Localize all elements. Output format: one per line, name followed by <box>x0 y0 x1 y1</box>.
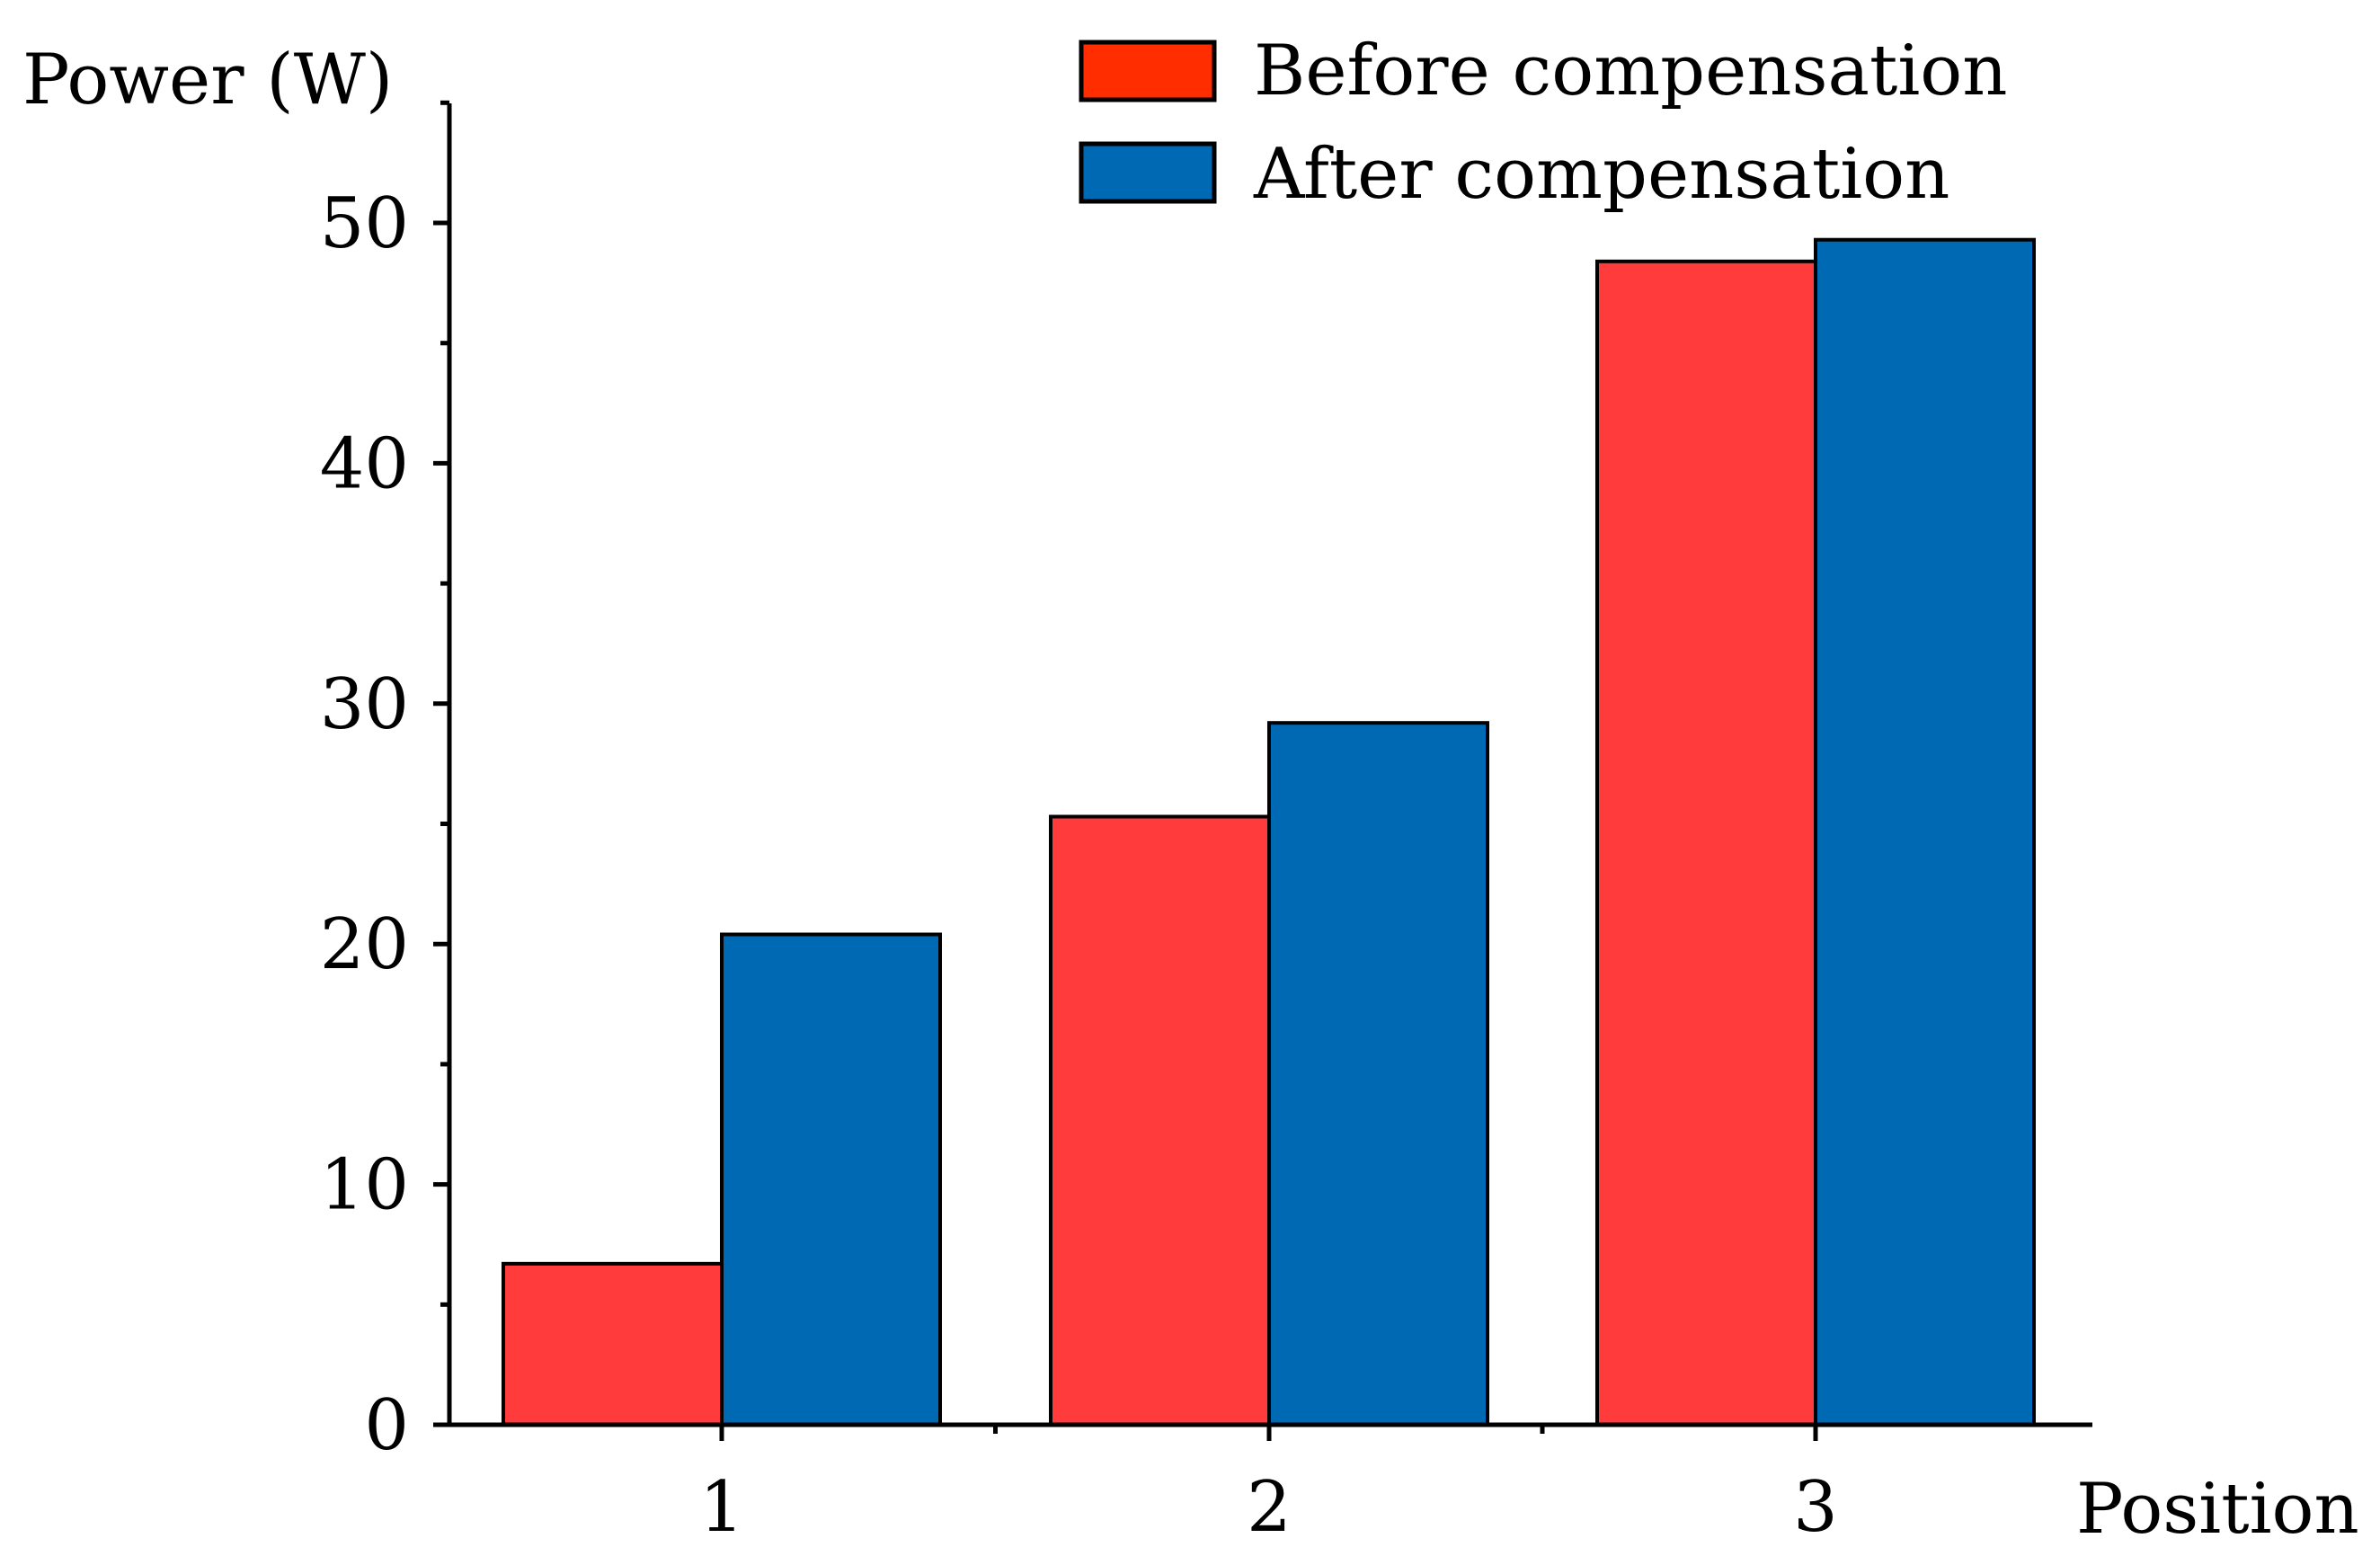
bar-before-compensation-position-1 <box>502 1261 724 1427</box>
x-tick-label-2: 2 <box>1247 1467 1292 1548</box>
y-ticks-group: 0 10 20 30 40 50 <box>320 100 449 1466</box>
bar-before-compensation-position-3 <box>1595 259 1817 1427</box>
y-tick-label-20: 20 <box>320 904 409 985</box>
y-tick-label-10: 10 <box>320 1145 409 1226</box>
y-tick-label-40: 40 <box>320 423 409 504</box>
bar-after-compensation-position-1 <box>720 932 942 1427</box>
legend-label-before-compensation: Before compensation <box>1254 31 2008 111</box>
y-tick-label-30: 30 <box>320 664 409 745</box>
bar-after-compensation-position-3 <box>1814 237 2036 1427</box>
y-axis-title: Power (W) <box>22 40 393 120</box>
bar-after-compensation-position-2 <box>1267 721 1489 1427</box>
y-tick-label-50: 50 <box>320 183 409 264</box>
bars-group <box>502 237 2036 1427</box>
legend: Before compensation After compensation <box>1079 31 2008 215</box>
x-ticks-group: 1 2 3 <box>699 1425 1838 1548</box>
y-tick-label-0: 0 <box>364 1385 409 1466</box>
legend-label-after-compensation: After compensation <box>1253 134 1949 215</box>
legend-swatch-before-compensation <box>1079 40 1217 102</box>
bar-before-compensation-position-2 <box>1049 814 1271 1427</box>
x-tick-label-1: 1 <box>699 1467 744 1548</box>
x-axis-title: Position <box>2076 1469 2359 1550</box>
x-tick-label-3: 3 <box>1793 1467 1838 1548</box>
legend-swatch-after-compensation <box>1079 141 1217 204</box>
